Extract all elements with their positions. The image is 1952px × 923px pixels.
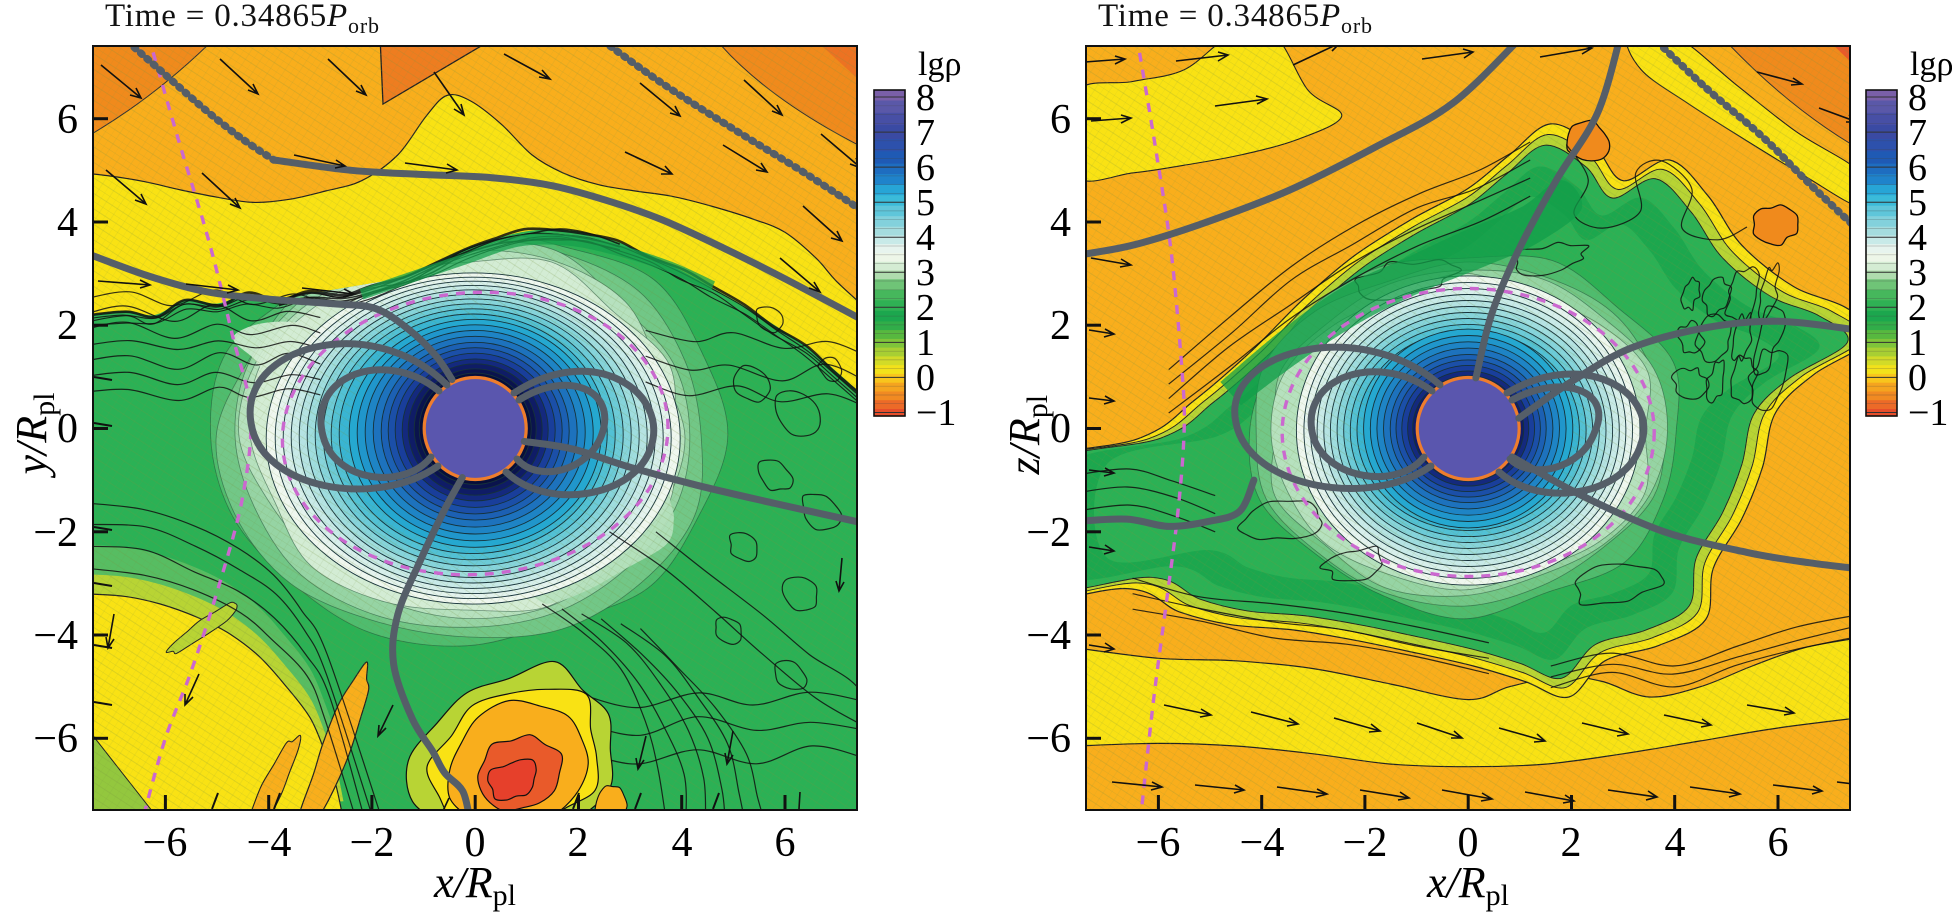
svg-text:2: 2 [57,303,78,349]
svg-text:6: 6 [916,147,935,189]
svg-text:Time = 0.34865Porb: Time = 0.34865Porb [1098,0,1373,38]
svg-text:8: 8 [916,77,935,119]
svg-text:−2: −2 [33,510,78,556]
svg-text:2: 2 [1908,287,1927,329]
svg-text:4: 4 [672,820,693,866]
svg-text:−6: −6 [1136,820,1181,866]
svg-text:1: 1 [916,322,935,364]
svg-text:6: 6 [57,97,78,143]
svg-text:−2: −2 [1026,510,1071,556]
svg-text:5: 5 [916,182,935,224]
svg-text:6: 6 [1768,820,1789,866]
svg-text:3: 3 [1908,252,1927,294]
svg-text:1: 1 [1908,322,1927,364]
svg-text:4: 4 [1908,217,1927,259]
svg-text:−4: −4 [247,820,292,866]
svg-text:6: 6 [775,820,796,866]
svg-text:−2: −2 [1343,820,1388,866]
svg-text:−2: −2 [350,820,395,866]
svg-text:Time = 0.34865Porb: Time = 0.34865Porb [105,0,380,38]
svg-text:4: 4 [1050,200,1071,246]
svg-text:−6: −6 [143,820,188,866]
svg-text:8: 8 [1908,77,1927,119]
svg-text:4: 4 [1665,820,1686,866]
svg-text:0: 0 [1458,820,1479,866]
svg-text:0: 0 [1908,357,1927,399]
svg-text:−4: −4 [1240,820,1285,866]
svg-text:5: 5 [1908,182,1927,224]
svg-text:7: 7 [916,112,935,154]
svg-text:3: 3 [916,252,935,294]
svg-text:4: 4 [57,200,78,246]
svg-text:−4: −4 [33,613,78,659]
svg-text:4: 4 [916,217,935,259]
svg-text:6: 6 [1050,97,1071,143]
svg-text:−1: −1 [916,392,956,434]
svg-text:2: 2 [568,820,589,866]
svg-text:6: 6 [1908,147,1927,189]
svg-text:0: 0 [916,357,935,399]
svg-text:0: 0 [1050,406,1071,452]
svg-text:2: 2 [916,287,935,329]
svg-text:−6: −6 [33,716,78,762]
svg-text:7: 7 [1908,112,1927,154]
svg-text:2: 2 [1561,820,1582,866]
svg-text:0: 0 [57,406,78,452]
svg-text:−6: −6 [1026,716,1071,762]
svg-text:lgρ: lgρ [1910,46,1952,83]
svg-text:−4: −4 [1026,613,1071,659]
svg-text:−1: −1 [1908,392,1948,434]
svg-text:0: 0 [465,820,486,866]
svg-text:2: 2 [1050,303,1071,349]
svg-text:lgρ: lgρ [918,46,961,83]
